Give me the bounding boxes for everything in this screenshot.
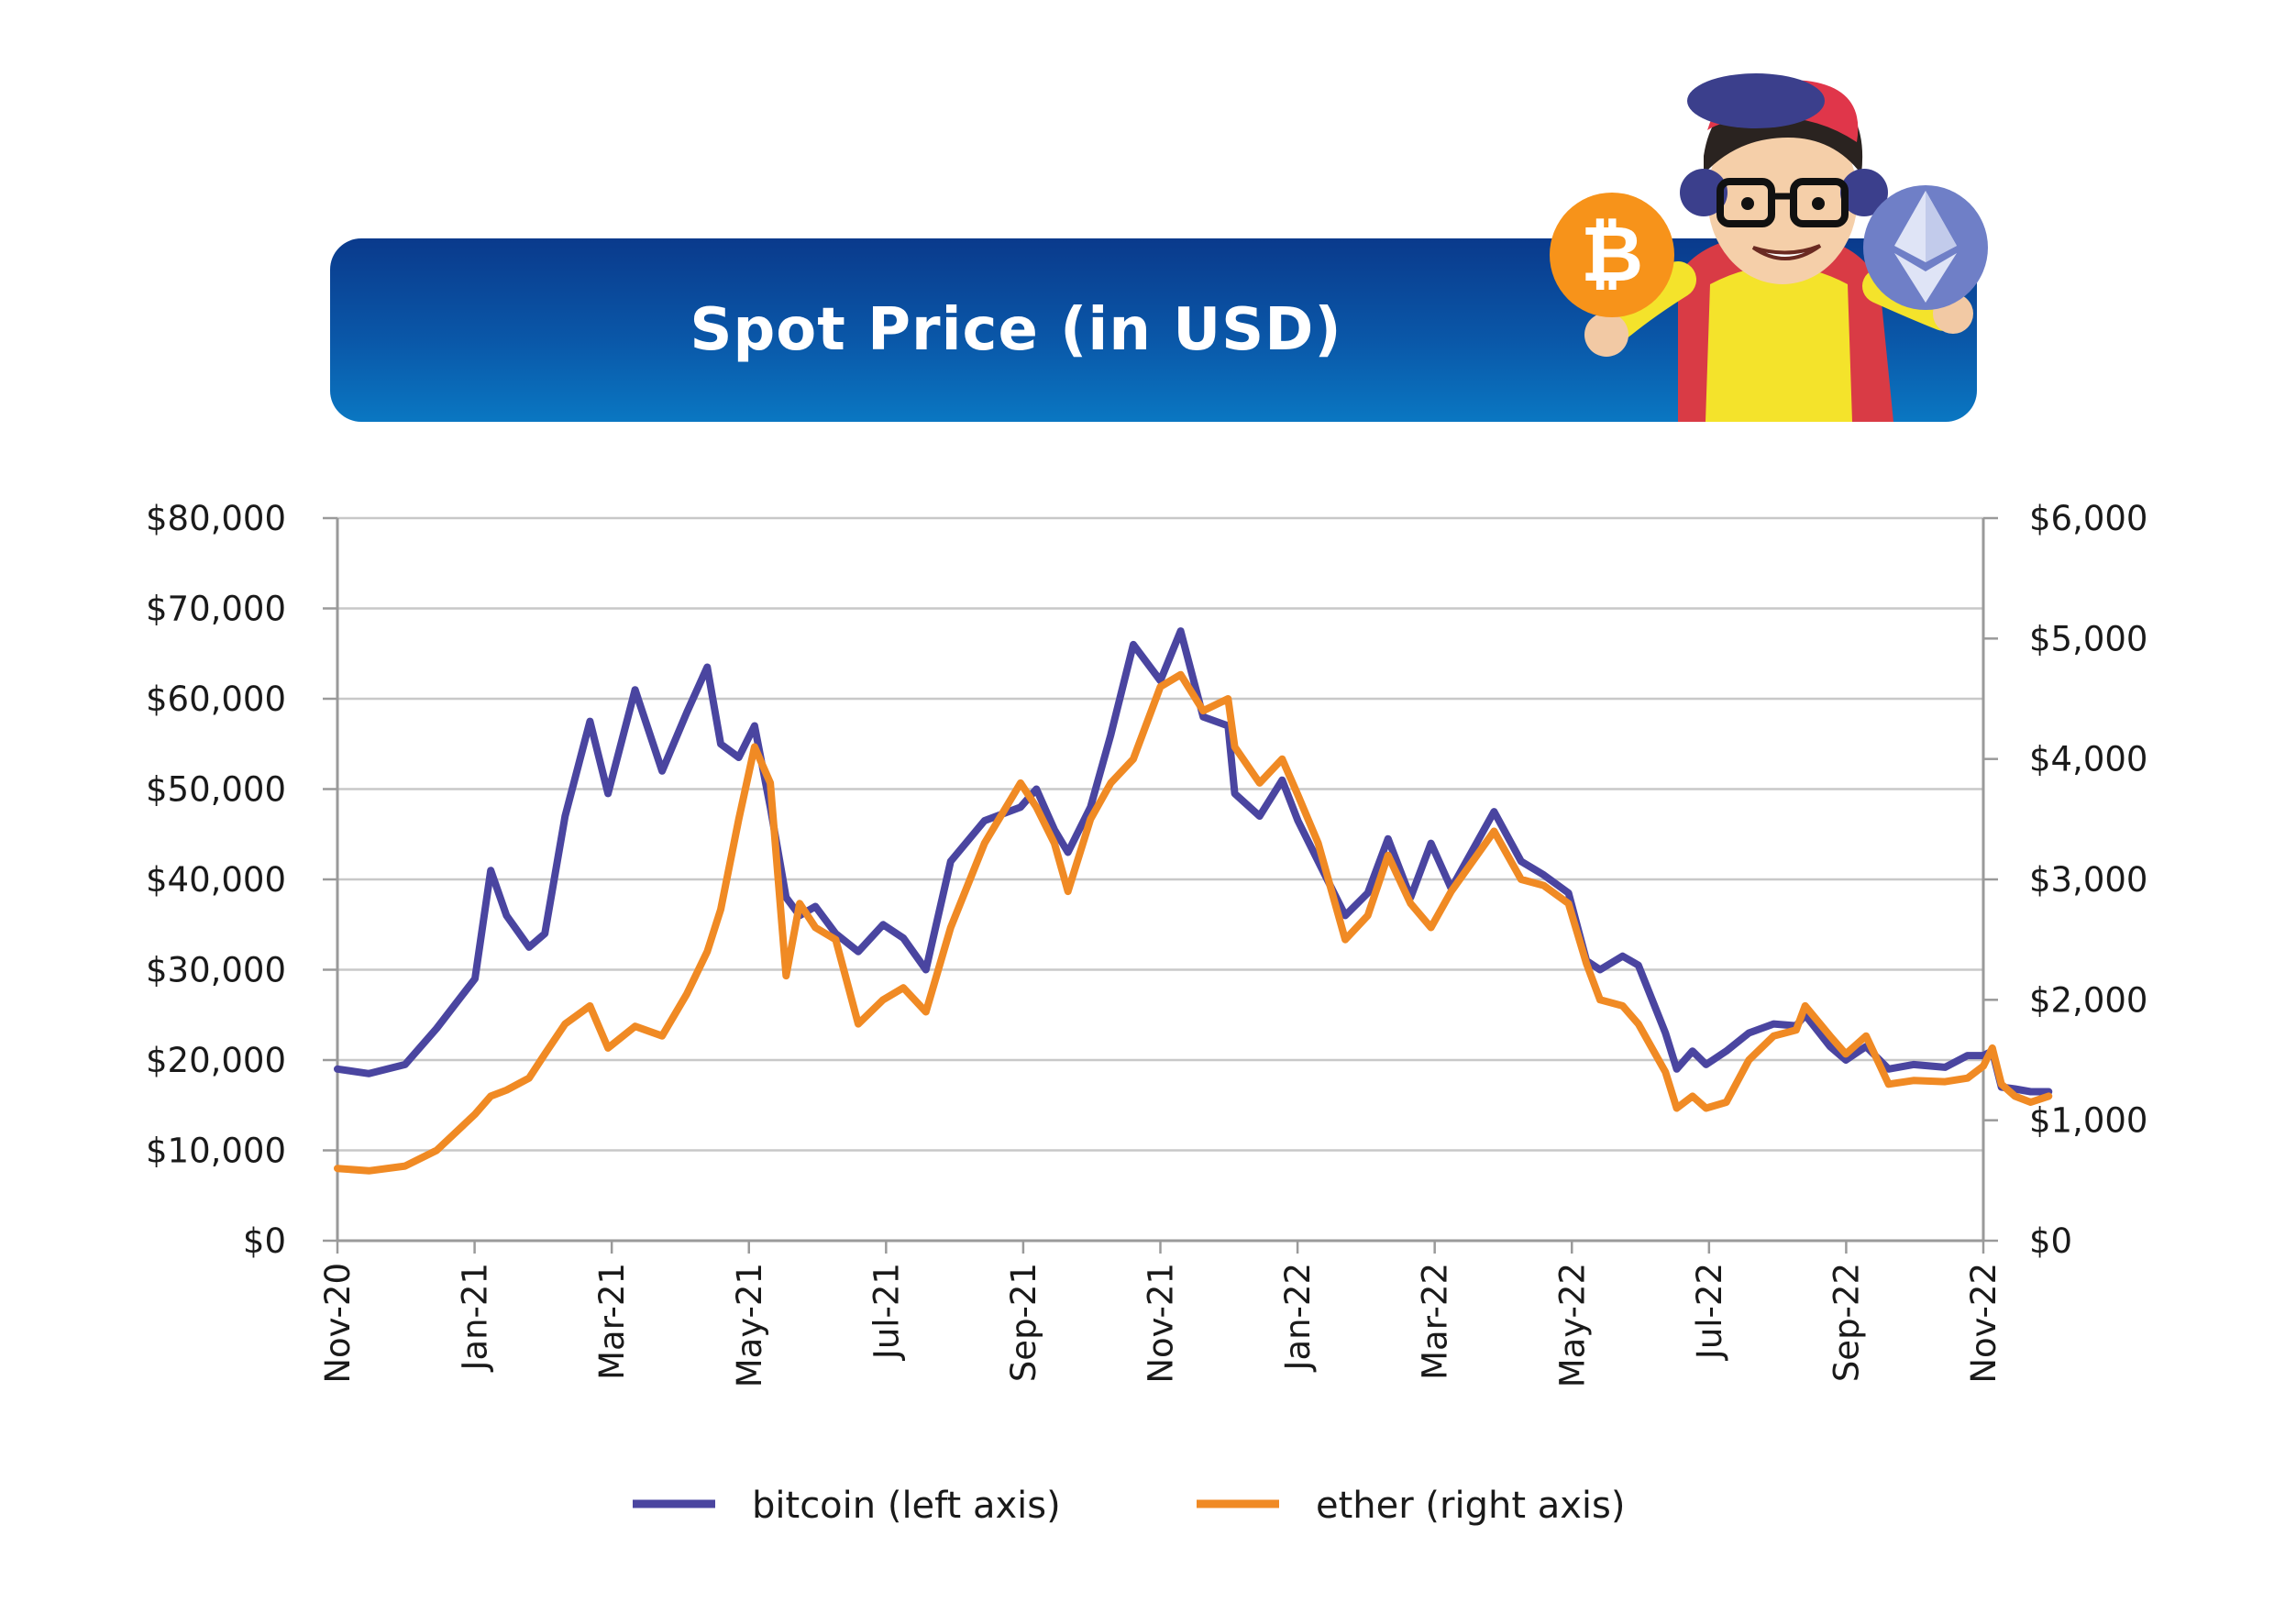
x-tick-label: Jan-21	[456, 1263, 495, 1372]
left-tick-label: $60,000	[146, 679, 286, 719]
chart-title: Spot Price (in USD)	[690, 296, 1342, 364]
left-tick-label: $70,000	[146, 590, 286, 629]
x-tick-label: Jan-22	[1278, 1263, 1318, 1372]
right-tick-label: $0	[2029, 1221, 2072, 1261]
x-tick-label: May-22	[1552, 1263, 1592, 1387]
right-tick-label: $3,000	[2029, 860, 2147, 900]
right-tick-label: $2,000	[2029, 980, 2147, 1020]
x-tick-label: Sep-21	[1004, 1263, 1043, 1382]
legend-label-ether: ether (right axis)	[1316, 1485, 1625, 1527]
x-tick-label: Nov-20	[318, 1263, 358, 1384]
left-axis-ticks: $0 $10,000 $20,000 $30,000 $40,000 $50,000 $60…	[146, 499, 337, 1261]
legend-label-bitcoin: bitcoin (left axis)	[752, 1485, 1061, 1527]
right-tick-label: $1,000	[2029, 1101, 2147, 1141]
x-axis-ticks: Nov-20 Jan-21 Mar-21 May-21 Jul-21 Sep-21 Nov-…	[318, 1241, 2004, 1387]
x-tick-label: May-21	[730, 1263, 769, 1387]
x-tick-label: Jul-21	[867, 1263, 906, 1361]
ether-line	[334, 670, 2053, 1175]
x-tick-label: Mar-21	[592, 1263, 632, 1380]
right-tick-label: $6,000	[2029, 499, 2147, 538]
x-tick-label: Nov-21	[1142, 1263, 1181, 1384]
x-tick-label: Jul-22	[1690, 1263, 1729, 1361]
left-tick-label: $20,000	[146, 1041, 286, 1080]
ethereum-coin-icon	[1863, 185, 1988, 310]
legend-item-ether: ether (right axis)	[1197, 1485, 1625, 1527]
mascot-illustration: ₿	[1550, 73, 1988, 422]
left-tick-label: $40,000	[146, 860, 286, 900]
left-tick-label: $10,000	[146, 1132, 286, 1171]
mascot-body	[1584, 73, 1973, 422]
right-tick-label: $5,000	[2029, 619, 2147, 658]
left-tick-label: $80,000	[146, 499, 286, 538]
x-tick-label: Sep-22	[1827, 1263, 1866, 1382]
left-tick-label: $50,000	[146, 770, 286, 810]
right-axis-ticks: $0 $1,000 $2,000 $3,000 $4,000 $5,000 $6,000	[1983, 499, 2147, 1261]
svg-text:₿: ₿	[1581, 209, 1643, 299]
x-tick-label: Nov-22	[1964, 1263, 2004, 1384]
legend: bitcoin (left axis) ether (right axis)	[633, 1485, 1625, 1527]
gridlines	[337, 516, 1983, 1243]
legend-item-bitcoin: bitcoin (left axis)	[633, 1485, 1061, 1527]
left-tick-label: $30,000	[146, 951, 286, 990]
right-tick-label: $4,000	[2029, 740, 2147, 779]
series-lines	[334, 627, 2053, 1175]
bitcoin-coin-icon: ₿	[1550, 193, 1674, 317]
left-tick-label: $0	[243, 1221, 286, 1261]
x-tick-label: Mar-22	[1416, 1263, 1455, 1380]
